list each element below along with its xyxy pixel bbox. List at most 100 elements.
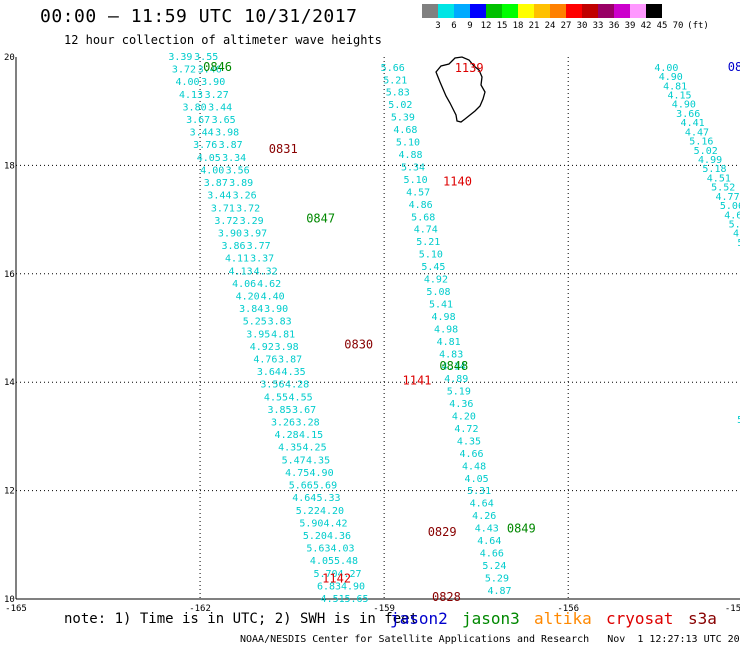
track-D: 4.004.904.814.154.903.664.414.475.165.02… [654,63,740,249]
wave-height-value: 3.27 [205,90,229,101]
wave-height-value: 5.52 [711,183,735,194]
wave-height-value: 4.20 [452,412,476,423]
wave-height-value: 4.51 [707,173,731,184]
wave-height-value: 5.24 [737,238,740,249]
pass-time-label: 0829 [428,525,457,539]
track-B: 3.553.463.903.273.443.653.983.873.343.56… [194,52,368,605]
wave-height-value: 5.63 [306,544,330,555]
wave-height-value: 3.72 [236,203,260,214]
wave-height-value: 4.42 [324,518,348,529]
wave-height-value: 4.92 [250,342,274,353]
wave-height-value: 5.56 [737,415,740,426]
wave-height-value: 4.13 [229,266,253,277]
wave-height-value: 5.83 [386,88,410,99]
color-legend-label: 30 [576,21,588,31]
wave-height-value: 3.29 [240,216,264,227]
wave-height-value: 3.72 [214,216,238,227]
wave-height-value: 3.71 [211,203,235,214]
y-tick-label: 20 [4,53,15,63]
wave-height-value: 5.39 [391,113,415,124]
wave-height-value: 3.90 [201,77,225,88]
satellite-legend-s3a: s3a [688,609,717,628]
wave-height-value: 4.88 [398,150,422,161]
color-legend-label: 45 [656,21,668,31]
wave-height-value: 3.84 [239,304,263,315]
pass-time-labels: 0846113908060831114008070847083008481141… [203,60,740,604]
wave-height-value: 3.66 [676,109,700,120]
color-legend-label: 24 [544,21,556,31]
y-tick-label: 10 [4,595,15,605]
wave-height-value: 4.25 [303,443,327,454]
wave-height-value: 5.69 [313,481,337,492]
wave-height-value: 3.67 [292,405,316,416]
wave-height-value: 5.34 [401,162,425,173]
wave-height-value: 3.67 [186,115,210,126]
color-swatch [422,4,438,18]
wave-height-value: 3.64 [257,367,281,378]
wave-height-value: 4.98 [432,312,456,323]
color-swatch [534,4,550,18]
wave-height-value: 4.90 [672,100,696,111]
wave-height-value: 5.29 [485,573,509,584]
wave-height-value: 4.47 [685,127,709,138]
wave-height-value: 4.15 [299,430,323,441]
pass-time-label: 1141 [403,374,432,388]
wave-height-value: 3.95 [246,329,270,340]
wave-height-value: 3.86 [221,241,245,252]
wave-height-value: 4.76 [253,355,277,366]
wave-height-value: 4.35 [278,443,302,454]
wave-height-value: 5.10 [419,250,443,261]
satellite-legend-jason2: jason2 [390,609,448,628]
x-tick-label: -165 [5,604,27,614]
wave-height-value: 4.51 [321,594,345,605]
wave-height-value: 5.18 [702,164,726,175]
wave-height-value: 4.99 [698,155,722,166]
wave-height-value: 3.87 [219,140,243,151]
wave-height-value: 4.81 [437,337,461,348]
color-swatch [518,4,534,18]
wave-height-value: 4.90 [341,581,365,592]
color-swatch [438,4,454,18]
wave-height-value: 3.26 [271,418,295,429]
x-tick-label: -15 [725,604,740,614]
satellite-legend-cryosat: cryosat [606,609,674,628]
wave-height-value: 3.80 [183,102,207,113]
wave-height-value: 4.62 [257,279,281,290]
wave-height-value: 5.06 [720,201,740,212]
color-swatch [550,4,566,18]
color-legend-label: (ft) [687,21,709,31]
color-legend-label: 15 [496,21,508,31]
color-legend-label: 12 [480,21,492,31]
wave-height-value: 3.39 [168,52,192,63]
wave-height-value: 4.83 [439,349,463,360]
wave-height-value: 3.46 [198,65,222,76]
track-G: 5.565.665.305.525.874.935.576.605.175.99… [737,415,740,426]
wave-height-value: 3.87 [278,355,302,366]
wave-height-value: 4.14 [442,362,466,373]
wave-height-value: 3.98 [215,128,239,139]
wave-height-value: 3.72 [172,65,196,76]
wave-height-value: 3.55 [194,52,218,63]
wave-height-value: 4.64 [292,493,316,504]
wave-height-value: 4.61 [724,210,740,221]
wave-height-value: 4.55 [289,392,313,403]
wave-height-value: 4.72 [454,424,478,435]
x-tick-label: -162 [189,604,211,614]
color-swatch [630,4,646,18]
wave-height-value: 4.03 [330,544,354,555]
wave-height-value: 5.10 [404,175,428,186]
color-legend-label: 70 [672,21,684,31]
wave-height-value: 4.05 [465,474,489,485]
wave-height-value: 4.57 [406,187,430,198]
y-tick-label: 18 [4,161,15,171]
wave-height-value: 5.08 [426,287,450,298]
wave-height-value: 3.44 [190,128,214,139]
color-legend-label: 33 [592,21,604,31]
wave-height-value: 3.44 [208,102,232,113]
wave-height-value: 4.64 [477,536,501,547]
wave-height-value: 4.81 [663,81,687,92]
altimeter-tracks: 3.393.724.004.133.803.673.443.764.054.00… [168,52,740,605]
wave-height-value: 4.36 [449,399,473,410]
wave-height-value: 4.35 [282,367,306,378]
wave-height-value: 4.27 [337,569,361,580]
